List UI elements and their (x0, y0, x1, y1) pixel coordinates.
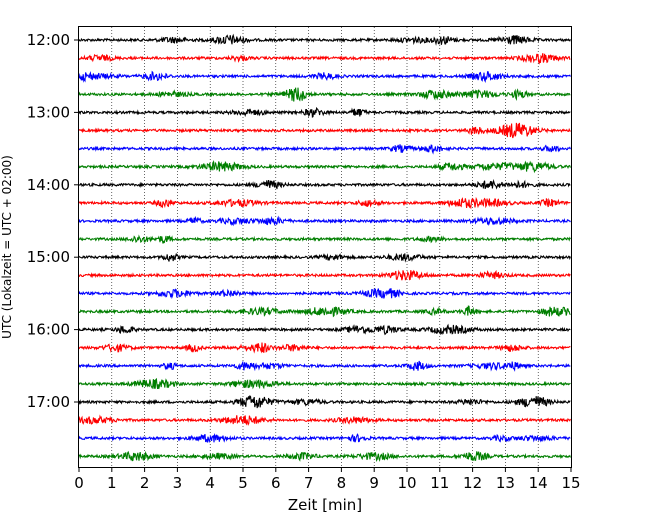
y-tick-label: 13:00 (27, 103, 70, 121)
x-tick-label: 2 (140, 474, 150, 492)
trace-1745 (78, 450, 571, 463)
plot-frame (78, 26, 572, 468)
trace-1445 (78, 234, 571, 244)
y-axis-label: UTC (Lokalzeit = UTC + 02:00) (0, 155, 14, 339)
trace-1730 (78, 432, 571, 444)
x-tick-label: 9 (369, 474, 379, 492)
trace-1530 (78, 288, 571, 300)
trace-1215 (78, 53, 571, 65)
x-tick-label: 4 (205, 474, 215, 492)
x-axis-label: Zeit [min] (288, 496, 362, 514)
x-tick-label: 8 (337, 474, 347, 492)
y-tick-label: 14:00 (27, 176, 70, 194)
trace-1545 (78, 305, 571, 318)
trace-1415 (78, 196, 571, 210)
x-tick-label: 11 (430, 474, 449, 492)
seismogram-traces (78, 33, 571, 463)
x-tick-label: 6 (271, 474, 281, 492)
trace-1715 (78, 414, 571, 426)
x-tick-label: 12 (463, 474, 482, 492)
trace-1515 (78, 269, 571, 281)
trace-1245 (78, 87, 571, 102)
trace-1300 (78, 106, 571, 118)
y-tick-label: 15:00 (27, 248, 70, 266)
trace-1645 (78, 377, 571, 390)
trace-1230 (78, 70, 571, 84)
x-tick-label: 1 (107, 474, 117, 492)
trace-1615 (78, 342, 571, 354)
trace-1400 (78, 178, 571, 190)
trace-1330 (78, 144, 571, 155)
trace-1630 (78, 360, 571, 372)
vertical-gridlines (111, 27, 539, 467)
y-tick-label: 17:00 (27, 393, 70, 411)
y-tick-label: 12:00 (27, 31, 70, 49)
x-tick-label: 5 (238, 474, 248, 492)
x-tick-label: 3 (173, 474, 183, 492)
x-tick-label: 13 (496, 474, 515, 492)
trace-1430 (78, 215, 571, 227)
trace-1345 (78, 160, 571, 174)
trace-1500 (78, 252, 571, 263)
x-tick-label: 14 (529, 474, 548, 492)
x-axis-ticks: 0 1 2 3 4 5 6 7 8 9 10 11 12 13 14 15 (74, 467, 581, 492)
trace-1700 (78, 394, 571, 409)
trace-1315 (78, 122, 571, 139)
trace-1200 (78, 33, 571, 46)
x-tick-label: 0 (74, 474, 84, 492)
x-tick-label: 7 (304, 474, 314, 492)
y-axis-ticks: 12:00 13:00 14:00 15:00 16:00 17:00 (27, 31, 79, 411)
y-tick-label: 16:00 (27, 321, 70, 339)
x-tick-label: 10 (397, 474, 416, 492)
x-tick-label: 15 (561, 474, 580, 492)
trace-1600 (78, 323, 571, 336)
